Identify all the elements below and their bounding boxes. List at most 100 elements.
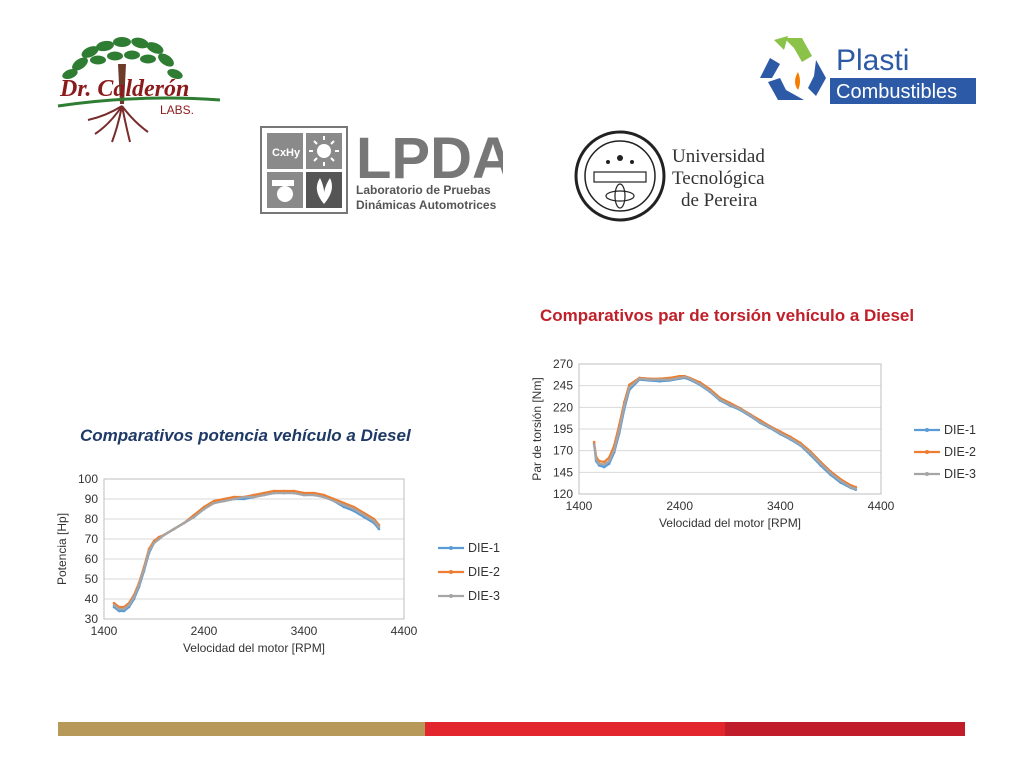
data-point: [122, 609, 126, 613]
legend-marker: [449, 594, 453, 598]
data-point: [157, 537, 161, 541]
data-point: [849, 485, 853, 489]
data-point: [658, 378, 661, 381]
data-point: [362, 513, 366, 517]
y-axis-label: Par de torsión [Nm]: [530, 377, 544, 480]
data-point: [282, 489, 286, 493]
series-line-die-1: [593, 376, 857, 491]
data-point: [272, 491, 276, 495]
data-point: [252, 493, 256, 497]
x-tick-label: 2400: [666, 499, 693, 513]
lpda-line1: Laboratorio de Pruebas: [356, 183, 491, 197]
footer-color-bar: [58, 722, 965, 736]
legend-label-die-2: DIE-2: [468, 565, 500, 579]
footer-bar-red: [425, 722, 725, 736]
plot-area: [578, 363, 882, 495]
footer-bar-dark-red: [725, 722, 965, 736]
y-tick-label: 70: [85, 532, 99, 546]
data-point: [192, 515, 196, 519]
data-point: [292, 489, 296, 493]
x-tick-label: 3400: [767, 499, 794, 513]
data-point: [132, 595, 136, 599]
lpda-line2: Dinámicas Automotrices: [356, 198, 497, 212]
legend-marker: [925, 450, 929, 454]
plot-area: [103, 478, 405, 620]
lpda-logo: CxHy LPDA Laboratorio de Pruebas Dinámic…: [260, 126, 503, 214]
data-point: [232, 497, 236, 501]
data-point: [839, 479, 843, 483]
data-point: [312, 491, 316, 495]
data-point: [112, 601, 116, 605]
y-axis-label: Potencia [Hp]: [55, 513, 69, 585]
series-line-die-1: [113, 491, 380, 613]
y-tick-label: 90: [85, 492, 99, 506]
series-line-die-3: [113, 491, 380, 611]
x-tick-label: 2400: [191, 624, 218, 638]
data-point: [683, 375, 686, 379]
data-point: [332, 499, 336, 503]
data-point: [322, 493, 326, 497]
data-point: [809, 451, 812, 455]
y-tick-label: 245: [553, 379, 573, 393]
data-point: [708, 389, 712, 393]
data-point: [592, 440, 596, 444]
series-line-die-2: [593, 375, 857, 489]
x-tick-label: 1400: [91, 624, 118, 638]
recycle-icon: [760, 36, 826, 100]
data-point: [789, 437, 792, 440]
data-point: [262, 493, 266, 497]
x-axis-label: Velocidad del motor [RPM]: [183, 641, 325, 655]
legend-marker: [925, 428, 929, 432]
data-point: [592, 443, 596, 446]
data-point: [252, 495, 256, 499]
combustibles-text: Combustibles: [836, 81, 957, 103]
y-tick-label: 120: [553, 487, 573, 501]
data-point: [262, 491, 266, 495]
plasti-text: Plasti: [836, 44, 909, 77]
data-point: [152, 541, 156, 545]
x-axis-label: Velocidad del motor [RPM]: [659, 516, 801, 530]
data-point: [628, 386, 631, 389]
data-point: [688, 377, 692, 381]
data-point: [222, 499, 226, 503]
x-tick-label: 4400: [868, 499, 895, 513]
data-point: [377, 527, 381, 531]
y-tick-label: 80: [85, 512, 99, 526]
data-point: [678, 376, 681, 380]
x-tick-label: 1400: [566, 499, 593, 513]
y-tick-label: 220: [553, 400, 573, 414]
data-point: [617, 428, 621, 432]
x-tick-label: 3400: [291, 624, 318, 638]
legend-label-die-3: DIE-3: [944, 467, 976, 481]
y-tick-label: 100: [78, 472, 98, 486]
data-point: [117, 609, 121, 613]
data-point: [212, 499, 216, 503]
data-point: [602, 460, 606, 464]
data-point: [602, 465, 606, 469]
data-point: [172, 527, 176, 531]
data-point: [612, 448, 616, 452]
calderon-labs-text: LABS.: [160, 103, 194, 117]
data-point: [232, 495, 236, 499]
data-point: [222, 497, 226, 501]
data-point: [352, 507, 356, 511]
data-point: [302, 493, 306, 497]
legend-marker: [449, 546, 453, 550]
data-point: [322, 495, 326, 499]
legend-label-die-1: DIE-1: [944, 423, 976, 437]
y-tick-label: 60: [85, 552, 99, 566]
power-chart-title: Comparativos potencia vehículo a Diesel: [80, 426, 411, 445]
university-seal-icon: [574, 130, 666, 222]
data-point: [212, 501, 216, 505]
legend-label-die-2: DIE-2: [944, 445, 976, 459]
data-point: [202, 507, 206, 511]
data-point: [312, 493, 316, 497]
data-point: [738, 407, 742, 411]
legend-marker: [925, 472, 929, 476]
data-point: [819, 462, 822, 465]
data-point: [182, 521, 186, 525]
data-point: [668, 378, 671, 381]
footer-bar-gold: [58, 722, 425, 736]
data-point: [142, 567, 146, 571]
data-point: [242, 497, 246, 501]
